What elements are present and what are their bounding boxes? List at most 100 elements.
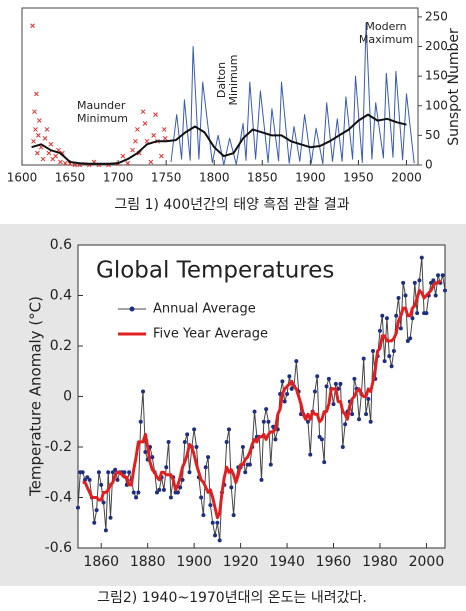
x-tick-label: 1900 — [295, 171, 326, 185]
point — [143, 450, 148, 455]
point — [405, 338, 410, 343]
point — [134, 495, 139, 500]
point — [326, 376, 331, 381]
point — [113, 467, 118, 472]
point — [96, 470, 101, 475]
annotation: Modern — [365, 20, 406, 33]
caption: 그림 1) 400년간의 태양 흑점 관찰 결과 — [114, 196, 349, 213]
point — [32, 109, 37, 115]
point — [431, 278, 436, 283]
x-tick-label: 1800 — [199, 171, 230, 185]
x-tick-label: 1860 — [83, 554, 119, 570]
point — [271, 424, 276, 429]
point — [99, 482, 104, 487]
point — [33, 127, 38, 132]
point — [415, 311, 420, 316]
point — [338, 381, 343, 386]
point — [201, 513, 206, 518]
point — [215, 520, 220, 525]
point — [261, 419, 266, 424]
point — [138, 419, 143, 424]
point — [264, 407, 269, 412]
point — [387, 354, 392, 359]
x-tick-label: 1940 — [269, 554, 305, 570]
point — [154, 490, 159, 495]
point — [42, 135, 48, 141]
point — [110, 470, 115, 475]
annotation: Minimum — [77, 112, 128, 125]
point — [331, 402, 336, 407]
point — [308, 452, 313, 457]
annotation: Dalton — [215, 62, 228, 98]
point — [350, 412, 355, 417]
point — [34, 91, 39, 97]
point — [180, 477, 185, 482]
y-tick-label: 0.6 — [50, 237, 72, 253]
point — [161, 127, 167, 132]
point — [285, 391, 290, 396]
point — [192, 427, 197, 432]
point — [178, 485, 183, 490]
point — [103, 528, 108, 533]
point — [436, 273, 441, 278]
point — [384, 316, 389, 321]
point — [136, 490, 141, 495]
point — [62, 160, 68, 166]
legend-label: Five Year Average — [153, 327, 268, 342]
point — [394, 313, 399, 318]
point — [187, 470, 192, 475]
point — [142, 121, 148, 126]
point — [133, 138, 138, 144]
point — [319, 437, 324, 442]
point — [30, 23, 35, 29]
point — [53, 153, 58, 159]
point — [268, 462, 273, 467]
point — [377, 328, 382, 333]
point — [433, 293, 438, 298]
point — [398, 326, 403, 331]
point — [106, 470, 111, 475]
point — [48, 141, 54, 147]
point — [382, 359, 387, 364]
legend-swatch — [129, 306, 135, 312]
point — [224, 439, 229, 444]
y-tick-label: 0.2 — [50, 338, 72, 354]
point — [315, 374, 320, 379]
point — [115, 477, 120, 482]
point — [130, 147, 135, 153]
point — [361, 356, 366, 361]
series-line — [82, 279, 442, 520]
point — [396, 296, 401, 301]
point — [120, 153, 126, 159]
point — [46, 150, 52, 156]
point — [440, 273, 445, 278]
y-tick-label: 0 — [425, 158, 433, 172]
point — [368, 419, 373, 424]
point — [35, 150, 40, 156]
point — [229, 485, 234, 490]
point — [206, 455, 211, 460]
axis-label: Temperature Anomaly (°C) — [27, 296, 45, 497]
point — [101, 500, 106, 505]
point — [40, 156, 46, 162]
point — [168, 495, 173, 500]
point — [44, 127, 50, 132]
point — [157, 487, 162, 492]
point — [240, 445, 245, 449]
y-tick-label: 0.4 — [50, 288, 72, 304]
point — [141, 389, 146, 394]
point — [401, 280, 406, 285]
point — [199, 495, 204, 500]
point — [343, 422, 348, 427]
point — [35, 133, 41, 138]
point — [122, 470, 127, 475]
y-tick-label: 50 — [425, 128, 440, 142]
point — [419, 255, 424, 260]
point — [424, 311, 429, 316]
x-tick-label: 1900 — [176, 554, 212, 570]
point — [243, 470, 248, 475]
x-tick-label: 1980 — [362, 554, 398, 570]
series-line — [170, 22, 415, 166]
